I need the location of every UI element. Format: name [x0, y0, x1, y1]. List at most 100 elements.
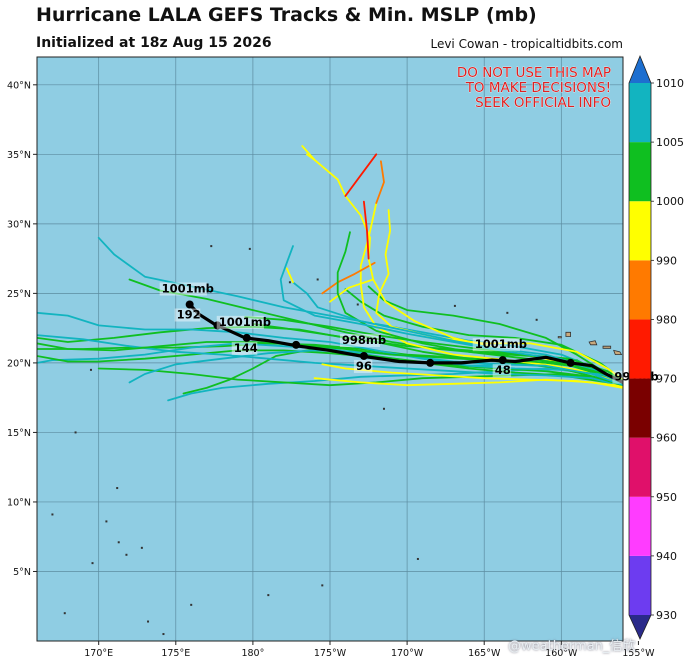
atoll	[140, 546, 143, 549]
ensemble-track	[37, 349, 623, 388]
mean-track-marker	[566, 358, 575, 367]
label-background	[353, 359, 373, 373]
atoll	[267, 594, 270, 597]
lon-tick-label: 175°E	[161, 648, 190, 659]
atoll	[105, 520, 108, 523]
mean-track-label: 192	[177, 308, 201, 322]
colorbar-segment	[629, 555, 651, 615]
atoll	[321, 584, 324, 587]
ensemble-track	[97, 367, 623, 387]
mean-track-label: 144	[234, 341, 258, 355]
lat-tick-label: 10°N	[7, 497, 31, 508]
island-kauai	[565, 331, 571, 337]
mean-track-label: 998mb	[342, 333, 386, 347]
atoll	[248, 247, 251, 250]
atoll	[382, 407, 385, 410]
lat-tick-label: 25°N	[7, 289, 31, 300]
colorbar-segment	[629, 378, 651, 438]
colorbar-segment	[629, 201, 651, 261]
atoll	[51, 513, 54, 516]
colorbar-tick-label: 990	[656, 254, 677, 267]
atoll	[89, 368, 92, 371]
atoll	[147, 620, 150, 623]
colorbar-tick-label: 1000	[656, 195, 684, 208]
atoll	[416, 557, 419, 560]
colorbar-segment	[629, 142, 651, 202]
credit-text: Levi Cowan - tropicaltidbits.com	[430, 37, 623, 51]
colorbar-segment	[629, 437, 651, 497]
island-maui	[613, 349, 623, 355]
colorbar-segment	[629, 83, 651, 143]
colorbar-tick-label: 980	[656, 313, 677, 326]
colorbar-segment	[629, 260, 651, 320]
atoll	[356, 303, 359, 306]
lat-tick-label: 30°N	[7, 219, 31, 230]
mslp-colorbar: 930 940 950 960 970 980 990 1000 1005 1010	[628, 54, 684, 640]
mean-track-label: 1001mb	[162, 282, 214, 296]
atoll	[74, 431, 77, 434]
lat-tick-label: 40°N	[7, 80, 31, 91]
island-oahu	[588, 340, 598, 346]
lat-tick-label: 35°N	[7, 150, 31, 161]
label-background	[492, 364, 512, 378]
label-background	[231, 341, 258, 355]
colorbar-tick-label: 950	[656, 491, 677, 504]
atoll	[190, 603, 193, 606]
atoll	[125, 553, 128, 556]
colorbar-tick-label: 960	[656, 432, 677, 445]
colorbar-segment	[629, 319, 651, 379]
colorbar-tick-label: 1010	[656, 77, 684, 90]
watermark: @weatherman_信欣	[508, 639, 636, 654]
mean-track-label: 1001mb	[475, 337, 527, 351]
ensemble-mean-track	[185, 300, 623, 385]
island-molokai	[602, 345, 612, 349]
atoll	[506, 311, 509, 314]
ensemble-track	[37, 341, 623, 385]
ensemble-track	[306, 153, 316, 161]
mean-track-label: 1001mb	[219, 315, 271, 329]
ensemble-track	[285, 267, 294, 284]
lon-tick-label: 170°W	[391, 648, 424, 659]
ensemble-track	[375, 160, 385, 204]
warning-line: SEEK OFFICIAL INFO	[475, 95, 611, 111]
mean-track-marker	[426, 358, 435, 367]
atoll	[288, 281, 291, 284]
atoll	[91, 562, 94, 565]
ensemble-track	[344, 153, 378, 197]
colorbar-tick-label: 970	[656, 373, 677, 386]
lat-tick-label: 20°N	[7, 358, 31, 369]
warning-line: DO NOT USE THIS MAP	[457, 65, 611, 81]
island-niihau	[557, 336, 562, 339]
atoll	[316, 278, 319, 281]
mean-track-marker	[242, 333, 251, 342]
mean-track-marker	[498, 356, 507, 365]
warning-line: TO MAKE DECISIONS!	[465, 80, 611, 96]
atoll	[117, 541, 120, 544]
lat-tick-label: 15°N	[7, 428, 31, 439]
axis-ticks: 5°N 10°N 15°N 20°N 25°N 30°N 35°N 40°N 170°E 175°…	[7, 80, 655, 659]
label-background	[472, 338, 520, 352]
atoll	[116, 487, 119, 490]
lon-tick-label: 180°	[241, 648, 264, 659]
ensemble-track	[37, 334, 623, 388]
ensemble-track	[37, 311, 623, 385]
label-background	[159, 282, 207, 296]
ensemble-track	[128, 349, 623, 387]
lon-tick-label: 175°W	[314, 648, 347, 659]
ensemble-track	[252, 323, 623, 387]
graticule	[37, 57, 623, 641]
ensemble-track	[329, 278, 375, 303]
atoll	[63, 612, 66, 615]
atoll	[162, 633, 165, 636]
mean-track-label: 96	[356, 359, 372, 373]
ensemble-track	[321, 261, 376, 295]
init-time-subtitle: Initialized at 18z Aug 15 2026	[36, 35, 272, 51]
atoll	[453, 304, 456, 307]
mean-track-marker	[213, 321, 222, 330]
colorbar-tick-label: 930	[656, 609, 677, 622]
atoll	[210, 245, 213, 248]
colorbar-segment	[629, 496, 651, 556]
lon-tick-label: 160°W	[545, 648, 578, 659]
label-background	[339, 333, 380, 347]
